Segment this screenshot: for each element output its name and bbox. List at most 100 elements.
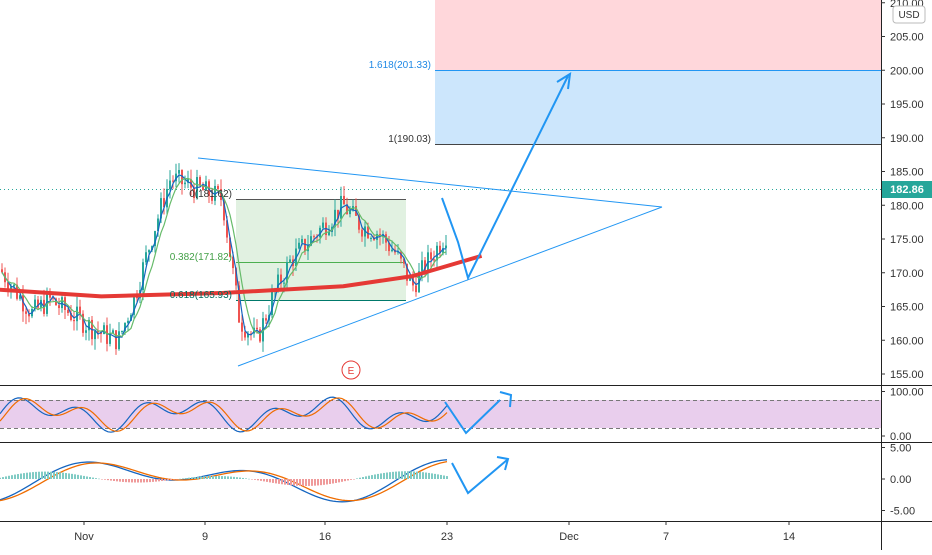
macd-histogram-bar bbox=[278, 479, 280, 484]
macd-histogram-bar bbox=[122, 479, 124, 482]
macd-histogram-bar bbox=[116, 479, 118, 482]
candle-body bbox=[403, 258, 405, 264]
macd-histogram-bar bbox=[230, 476, 232, 479]
candle-body bbox=[142, 262, 144, 291]
candle-body bbox=[22, 295, 24, 312]
macd-projection-arrowhead bbox=[496, 456, 510, 471]
macd-histogram-bar bbox=[314, 479, 316, 486]
projection-arrowhead bbox=[556, 72, 572, 90]
candle-body bbox=[109, 333, 111, 344]
candle-body bbox=[406, 263, 408, 281]
macd-histogram-bar bbox=[29, 472, 31, 479]
candle-body bbox=[79, 306, 81, 314]
candle-body bbox=[70, 313, 72, 321]
candle-body bbox=[100, 332, 102, 335]
macd-histogram-bar bbox=[308, 479, 310, 486]
macd-histogram-bar bbox=[206, 476, 208, 479]
triangle-lower-line[interactable] bbox=[237, 206, 663, 367]
candle-body bbox=[391, 249, 393, 252]
candle-body bbox=[334, 209, 336, 227]
candle-body bbox=[328, 231, 330, 236]
macd-histogram-bar bbox=[158, 479, 160, 482]
macd-histogram-bar bbox=[173, 479, 175, 480]
candle-body bbox=[76, 306, 78, 322]
current-price-badge-bg bbox=[882, 181, 932, 198]
triangle-upper-line[interactable] bbox=[197, 157, 663, 208]
projection-path[interactable] bbox=[441, 75, 569, 281]
candle-body bbox=[232, 256, 234, 269]
macd-histogram-bar bbox=[305, 479, 307, 486]
candle-body bbox=[247, 333, 249, 338]
candle-body bbox=[127, 320, 129, 323]
macd-histogram-bar bbox=[95, 478, 97, 479]
macd-histogram-bar bbox=[83, 475, 85, 479]
macd-histogram-bar bbox=[266, 479, 268, 482]
macd-histogram-bar bbox=[170, 479, 172, 480]
candle-body bbox=[310, 236, 312, 246]
currency-label: USD bbox=[898, 10, 919, 21]
candle-body bbox=[337, 209, 339, 219]
candle-body bbox=[241, 322, 243, 332]
macd-histogram-bar bbox=[404, 471, 406, 479]
macd-histogram-bar bbox=[335, 479, 337, 483]
macd-histogram-bar bbox=[362, 477, 364, 479]
candle-body bbox=[160, 198, 162, 219]
candle-body bbox=[28, 313, 30, 317]
macd-histogram-bar bbox=[215, 475, 217, 479]
fib-1618-label: 1.618(201.33) bbox=[369, 60, 431, 71]
macd-histogram-bar bbox=[131, 479, 133, 483]
fib-labels: 1.618(201.33) 1(190.03) 0(181.62) 0.382(… bbox=[170, 60, 431, 301]
time-tick-label: 16 bbox=[319, 531, 331, 543]
price-axis[interactable]: 155.00 160.00 165.00 170.00 175.00 180.00 185.… bbox=[881, 0, 924, 381]
candle-body bbox=[424, 260, 426, 274]
stoch-band bbox=[0, 400, 881, 429]
macd-histogram-bar bbox=[77, 474, 79, 479]
macd-histogram-bar bbox=[185, 478, 187, 479]
candle-body bbox=[169, 180, 171, 189]
macd-histogram-bar bbox=[383, 472, 385, 479]
macd-histogram-bar bbox=[98, 478, 100, 480]
candle-body bbox=[19, 295, 21, 299]
candle-body bbox=[112, 330, 114, 334]
candle-body bbox=[421, 260, 423, 272]
currency-badge[interactable]: USD bbox=[892, 5, 926, 24]
time-tick-label: Dec bbox=[559, 531, 579, 543]
candle-body bbox=[349, 210, 351, 215]
macd-histogram-bar bbox=[0, 477, 1, 479]
candle-body bbox=[187, 179, 189, 183]
macd-histogram-bar bbox=[401, 471, 403, 479]
macd-histogram-bar bbox=[8, 475, 10, 479]
candle-body bbox=[433, 259, 435, 261]
time-axis[interactable]: Nov 9 16 23 Dec 7 14 bbox=[74, 521, 795, 543]
stoch-axis[interactable]: 0.00 100.00 bbox=[881, 387, 924, 444]
candle-body bbox=[10, 286, 12, 291]
macd-histogram-bar bbox=[398, 471, 400, 479]
macd-histogram-bar bbox=[161, 479, 163, 482]
macd-histogram-bar bbox=[380, 473, 382, 479]
macd-axis[interactable]: -5.00 0.00 5.00 bbox=[881, 443, 915, 518]
macd-histogram-bar bbox=[14, 474, 16, 479]
price-tick-label: 190.00 bbox=[890, 133, 924, 145]
macd-histogram-bar bbox=[377, 473, 379, 479]
macd-histogram-bar bbox=[59, 472, 61, 479]
macd-histogram-bar bbox=[44, 471, 46, 479]
candle-body bbox=[322, 222, 324, 228]
candle-body bbox=[277, 274, 279, 290]
macd-histogram-bar bbox=[2, 477, 4, 479]
candle-body bbox=[289, 259, 291, 263]
earnings-marker[interactable]: E bbox=[341, 360, 361, 380]
candle-body bbox=[88, 319, 90, 331]
candle-body bbox=[25, 311, 27, 314]
macd-histogram-bar bbox=[65, 473, 67, 479]
macd-histogram-bar bbox=[11, 475, 13, 479]
macd-histogram-bar bbox=[134, 479, 136, 483]
macd-histogram-bar bbox=[317, 479, 319, 486]
candle-body bbox=[145, 252, 147, 263]
macd-histogram-bar bbox=[296, 479, 298, 486]
macd-histogram-bar bbox=[434, 473, 436, 479]
macd-histogram-bar bbox=[146, 479, 148, 483]
ma-fast-line bbox=[1, 174, 447, 339]
macd-histogram-bar bbox=[155, 479, 157, 482]
macd-histogram-bar bbox=[347, 479, 349, 481]
macd-line bbox=[0, 459, 448, 503]
